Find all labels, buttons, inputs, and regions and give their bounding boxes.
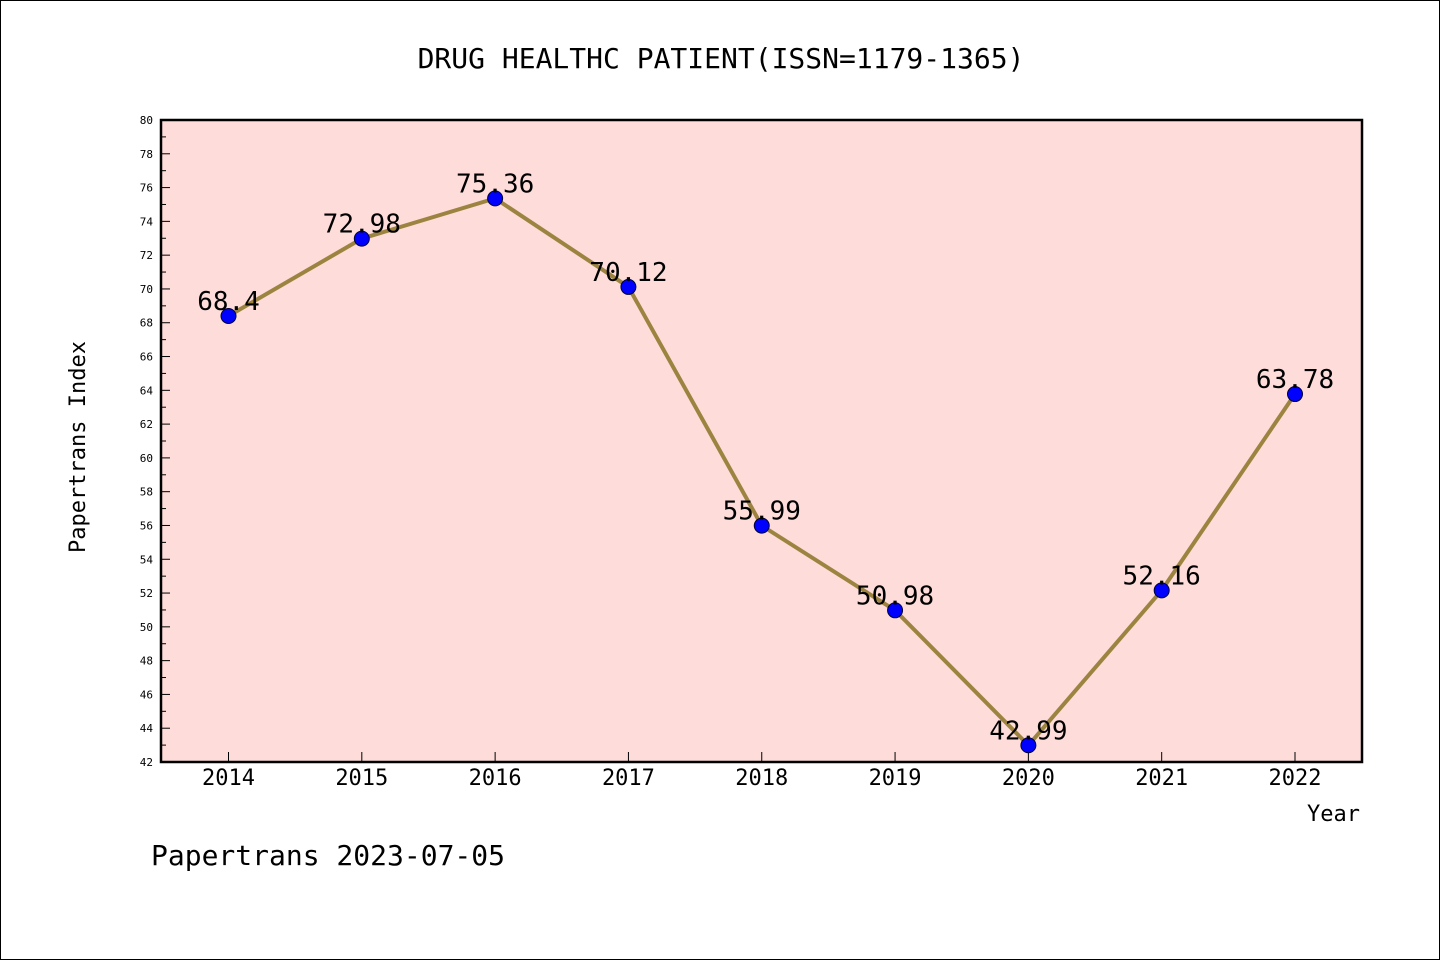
series-group: 68.4 72.98 75.36 70.12 55.99 50.98 42.99 52.16 6… <box>197 169 1334 754</box>
data-point <box>1020 737 1037 754</box>
y-axis: 42 44 46 48 50 52 54 56 58 60 62 64 66 68 70 72 74 76 78 80 <box>140 114 170 769</box>
x-tick-label: 2018 <box>735 766 788 791</box>
y-tick-label: 66 <box>140 351 153 364</box>
x-tick-label: 2021 <box>1135 766 1188 791</box>
y-tick-label: 70 <box>140 283 153 296</box>
y-tick-label: 80 <box>140 114 153 127</box>
y-tick-label: 76 <box>140 182 153 195</box>
data-point <box>1153 582 1170 599</box>
x-tick-label: 2016 <box>469 766 522 791</box>
y-tick-label: 42 <box>140 756 153 769</box>
data-label: 70.12 <box>589 258 667 288</box>
x-tick-label: 2020 <box>1002 766 1055 791</box>
data-point <box>753 517 770 534</box>
y-tick-label: 74 <box>140 215 154 228</box>
y-tick-label: 56 <box>140 519 153 532</box>
x-tick-label: 2015 <box>335 766 388 791</box>
data-label: 63.78 <box>1256 365 1334 395</box>
x-tick-label: 2019 <box>869 766 922 791</box>
y-tick-label: 72 <box>140 249 153 262</box>
data-label: 75.36 <box>456 169 534 199</box>
data-point <box>487 190 504 207</box>
y-tick-label: 78 <box>140 148 153 161</box>
data-point <box>1287 386 1303 403</box>
y-tick-label: 50 <box>140 621 153 634</box>
y-tick-label: 62 <box>140 418 153 431</box>
data-point <box>620 278 637 295</box>
data-point <box>887 602 904 619</box>
y-tick-label: 46 <box>140 688 153 701</box>
y-tick-label: 68 <box>140 317 153 330</box>
x-tick-label: 2017 <box>602 766 655 791</box>
footer-text: Papertrans 2023-07-05 <box>151 839 505 872</box>
x-tick-label: 2022 <box>1269 766 1322 791</box>
y-tick-label: 60 <box>140 452 153 465</box>
data-label: 68.4 <box>197 287 260 317</box>
x-axis-label: Year <box>1307 802 1360 827</box>
data-label: 72.98 <box>323 210 401 240</box>
data-label: 50.98 <box>856 581 934 611</box>
data-label: 55.99 <box>723 497 801 527</box>
data-point <box>220 307 237 324</box>
y-tick-label: 58 <box>140 486 153 499</box>
y-axis-label: Papertrans Index <box>66 341 91 553</box>
data-label: 52.16 <box>1123 561 1201 591</box>
chart-title: DRUG HEALTHC PATIENT(ISSN=1179-1365) <box>418 42 1025 75</box>
x-tick-label: 2014 <box>202 766 255 791</box>
y-tick-label: 64 <box>140 384 154 397</box>
data-point <box>353 230 370 247</box>
y-tick-label: 48 <box>140 655 153 668</box>
y-tick-label: 54 <box>140 553 154 566</box>
plot-area <box>159 118 1364 764</box>
x-axis: 2014 2015 2016 2017 2018 2019 2020 2021 2022 <box>202 752 1321 791</box>
y-tick-label: 52 <box>140 587 153 600</box>
y-tick-label: 44 <box>140 722 154 735</box>
data-label: 42.99 <box>989 716 1067 746</box>
